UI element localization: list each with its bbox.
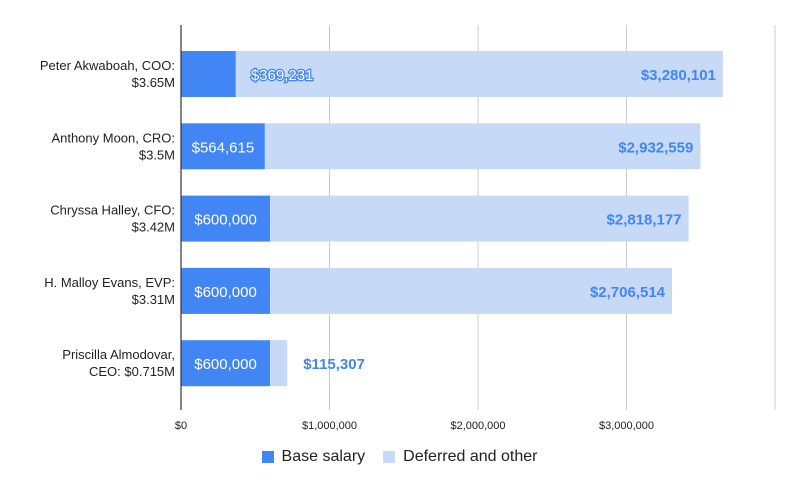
legend-item-deferred[interactable]: Deferred and other <box>383 448 537 466</box>
x-tick-label: $0 <box>175 420 187 432</box>
x-tick-label: $3,000,000 <box>599 420 654 432</box>
data-label-deferred: $3,280,101 <box>641 67 716 84</box>
bar-base-salary <box>181 195 271 242</box>
data-label-base: $600,000 <box>194 356 257 373</box>
legend-swatch <box>383 451 396 463</box>
category-label: $3.42M <box>132 220 175 235</box>
bar-deferred <box>270 340 288 387</box>
bar-deferred <box>270 267 673 314</box>
bar-base-salary <box>181 123 265 170</box>
bar-deferred <box>235 51 723 97</box>
category-label: H. Malloy Evans, EVP: <box>44 275 175 290</box>
data-label-deferred: $115,307 <box>303 356 365 373</box>
legend-label: Base salary <box>281 448 366 465</box>
category-label: Anthony Moon, CRO: <box>51 130 175 145</box>
data-label-deferred: $2,932,559 <box>618 139 693 156</box>
bar-base-salary <box>181 267 271 314</box>
data-label-base: $600,000 <box>194 212 257 229</box>
category-label: $3.5M <box>139 147 175 162</box>
category-label: Priscilla Almodovar, <box>62 347 175 362</box>
bar-base-salary <box>181 340 271 387</box>
data-label-base: $600,000 <box>194 284 257 301</box>
bar-deferred <box>270 195 689 242</box>
bar-deferred <box>264 123 701 170</box>
category-label: Peter Akwaboah, COO: <box>40 58 175 73</box>
category-label: $3.65M <box>132 75 175 90</box>
x-tick-label: $2,000,000 <box>450 420 505 432</box>
legend-swatch <box>261 451 274 463</box>
category-label: CEO: $0.715M <box>89 364 175 379</box>
legend-item-base[interactable]: Base salary <box>261 448 366 466</box>
category-label: $3.31M <box>132 292 175 307</box>
category-label: Chryssa Halley, CFO: <box>50 203 175 218</box>
legend: Base salary Deferred and other <box>0 448 799 466</box>
legend-label: Deferred and other <box>403 448 538 465</box>
data-label-deferred: $2,706,514 <box>590 284 666 301</box>
bar-base-salary <box>181 51 236 97</box>
data-label-deferred: $2,818,177 <box>607 212 682 229</box>
data-label-base: $564,615 <box>192 139 255 156</box>
data-label-base: $369,231 <box>251 67 314 84</box>
x-tick-label: $1,000,000 <box>302 420 357 432</box>
